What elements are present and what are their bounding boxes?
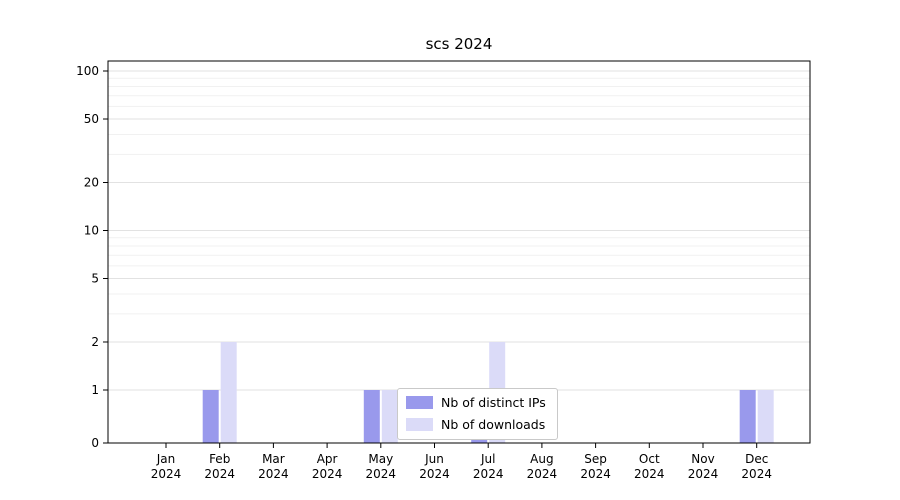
x-tick-label-year: 2024 bbox=[312, 467, 343, 481]
y-tick-label: 1 bbox=[91, 383, 99, 397]
bar-distinct-ips bbox=[739, 390, 756, 443]
y-tick-label: 0 bbox=[91, 436, 99, 450]
x-tick-label-year: 2024 bbox=[473, 467, 504, 481]
legend-label-distinct-ips: Nb of distinct IPs bbox=[441, 395, 546, 410]
x-tick-label-year: 2024 bbox=[741, 467, 772, 481]
y-tick-label: 5 bbox=[91, 272, 99, 286]
x-tick-label-year: 2024 bbox=[151, 467, 182, 481]
x-tick-label-month: Mar bbox=[262, 452, 285, 466]
x-tick-label-month: Jan bbox=[156, 452, 176, 466]
x-tick-label-year: 2024 bbox=[634, 467, 665, 481]
x-tick-label-month: May bbox=[368, 452, 393, 466]
x-tick-label-year: 2024 bbox=[580, 467, 611, 481]
y-tick-label: 100 bbox=[76, 64, 99, 78]
bar-distinct-ips bbox=[363, 390, 380, 443]
x-tick-label-month: Jun bbox=[424, 452, 444, 466]
y-tick-label: 20 bbox=[84, 175, 99, 189]
x-tick-label-month: Jul bbox=[480, 452, 495, 466]
axis-frame bbox=[107, 60, 811, 444]
y-tick-label: 2 bbox=[91, 335, 99, 349]
x-tick-label-year: 2024 bbox=[204, 467, 235, 481]
bar-downloads bbox=[757, 390, 774, 443]
x-tick-label-month: Sep bbox=[584, 452, 607, 466]
legend: Nb of distinct IPs Nb of downloads bbox=[397, 388, 558, 440]
x-tick-label-year: 2024 bbox=[527, 467, 558, 481]
legend-swatch-downloads bbox=[406, 418, 433, 431]
bar-downloads bbox=[220, 342, 237, 443]
chart-title: scs 2024 bbox=[425, 35, 493, 53]
legend-item-distinct-ips: Nb of distinct IPs bbox=[406, 395, 546, 410]
bar-downloads bbox=[381, 390, 398, 443]
x-tick-label-month: Nov bbox=[691, 452, 714, 466]
x-tick-label-month: Feb bbox=[209, 452, 230, 466]
x-tick-label-month: Apr bbox=[317, 452, 338, 466]
legend-item-downloads: Nb of downloads bbox=[406, 417, 546, 432]
x-tick-label-month: Aug bbox=[530, 452, 553, 466]
x-tick-label-month: Dec bbox=[745, 452, 768, 466]
y-tick-label: 50 bbox=[84, 112, 99, 126]
x-tick-label-year: 2024 bbox=[419, 467, 450, 481]
x-tick-label-month: Oct bbox=[639, 452, 660, 466]
x-tick-label-year: 2024 bbox=[366, 467, 397, 481]
x-tick-label-year: 2024 bbox=[258, 467, 289, 481]
legend-label-downloads: Nb of downloads bbox=[441, 417, 546, 432]
y-tick-label: 10 bbox=[84, 224, 99, 238]
legend-swatch-distinct-ips bbox=[406, 396, 433, 409]
bar-distinct-ips bbox=[202, 390, 219, 443]
x-tick-label-year: 2024 bbox=[688, 467, 719, 481]
